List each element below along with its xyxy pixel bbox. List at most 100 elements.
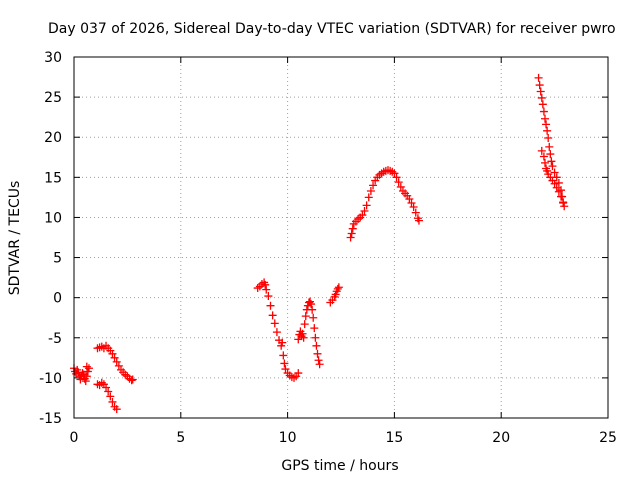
data-point-marker [112,405,121,414]
y-tick-label: 30 [44,50,62,66]
data-point-marker [279,351,288,360]
data-point-marker [534,73,543,82]
data-point-marker [262,285,271,294]
data-point-marker [360,207,369,216]
data-point-marker [557,192,566,201]
data-point-marker [537,93,546,102]
data-point-marker [539,107,548,116]
data-point-marker [106,392,115,401]
data-point-marker [414,216,423,225]
data-point-marker [261,280,270,289]
data-point-marker [392,173,401,182]
data-point-marker [270,319,279,328]
data-point-marker [81,377,90,386]
data-point-marker [543,126,552,135]
y-tick-label: 5 [53,251,62,267]
data-point-marker [314,356,323,365]
data-point-marker [390,169,399,178]
data-point-marker [535,81,544,90]
data-point-marker [366,186,375,195]
x-tick-label: 10 [279,430,297,446]
data-point-marker [546,150,555,159]
data-point-marker [307,300,316,309]
data-point-marker [346,233,355,242]
data-point-marker [82,362,91,371]
data-point-marker [108,349,117,358]
data-point-marker [358,211,367,220]
data-point-marker [348,224,357,233]
data-point-marker [272,328,281,337]
data-point-marker [559,198,568,207]
y-tick-label: 15 [44,170,62,186]
data-point-marker [548,162,557,171]
data-point-marker [128,375,137,384]
chart-title: Day 037 of 2026, Sidereal Day-to-day VTE… [48,21,616,37]
data-point-marker [97,342,106,351]
data-point-marker [114,361,123,370]
data-point-marker [540,114,549,123]
data-point-marker [108,397,117,406]
data-point-marker [347,229,356,238]
data-point-marker [281,365,290,374]
y-tick-label: 10 [44,210,62,226]
data-point-marker [311,333,320,342]
y-axis-label: SDTVAR / TECUs [7,181,23,296]
data-point-marker [407,199,416,208]
data-point-marker [110,353,119,362]
data-point-marker [102,383,111,392]
data-point-marker [312,341,321,350]
x-tick-label: 25 [599,430,617,446]
data-point-marker [334,283,343,292]
x-tick-label: 5 [176,430,185,446]
data-point-marker [369,181,378,190]
data-point-marker [547,157,556,166]
data-point-marker [539,152,548,161]
data-point-marker [309,313,318,322]
data-point-marker [538,100,547,109]
data-point-marker [536,87,545,96]
data-point-marker [308,305,317,314]
data-point-marker [554,178,563,187]
x-tick-label: 20 [492,430,510,446]
data-point-marker [537,146,546,155]
data-point-marker [300,320,309,329]
data-point-marker [310,324,319,333]
data-point-marker [264,292,273,301]
x-tick-label: 15 [385,430,403,446]
data-point-marker [552,183,561,192]
data-point-marker [550,168,559,177]
x-axis-label: GPS time / hours [281,458,398,474]
data-point-marker [550,179,559,188]
data-point-marker [298,329,307,338]
y-tick-labels: -15 -10 -5 0 5 10 15 20 25 30 [39,50,62,427]
data-point-marker [409,203,418,212]
data-point-marker [411,208,420,217]
data-point-marker [554,187,563,196]
data-point-marker [405,194,414,203]
data-point-marker [266,301,275,310]
data-point-marker [362,201,371,210]
data-point-marker [542,120,551,129]
data-point-marker [313,349,322,358]
data-point-marker [287,373,296,382]
data-point-marker [268,311,277,320]
data-points [70,73,569,414]
data-point-marker [280,359,289,368]
data-point-marker [294,369,303,378]
y-tick-label: -5 [48,331,62,347]
data-point-marker [315,360,324,369]
plot-frame [73,56,609,419]
data-point-marker [560,202,569,211]
data-point-marker [76,375,85,384]
data-point-marker [540,158,549,167]
data-point-marker [333,284,342,293]
y-tick-label: 20 [44,130,62,146]
data-point-marker [127,376,136,385]
data-point-marker [545,142,554,151]
x-tick-labels: 0 5 10 15 20 25 [70,430,617,446]
data-point-marker [394,178,403,187]
data-point-marker [78,369,87,378]
data-point-marker [82,372,91,381]
